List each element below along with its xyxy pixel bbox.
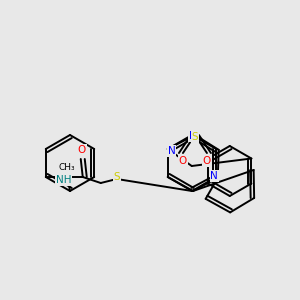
- Text: CH₃: CH₃: [59, 163, 75, 172]
- Text: N: N: [189, 131, 197, 141]
- Text: O: O: [78, 145, 86, 155]
- Text: NH: NH: [56, 175, 71, 185]
- Text: O: O: [179, 156, 187, 166]
- Text: N: N: [210, 171, 218, 181]
- Text: S: S: [192, 132, 198, 142]
- Text: O: O: [203, 156, 211, 166]
- Text: S: S: [113, 172, 120, 182]
- Text: N: N: [168, 146, 176, 156]
